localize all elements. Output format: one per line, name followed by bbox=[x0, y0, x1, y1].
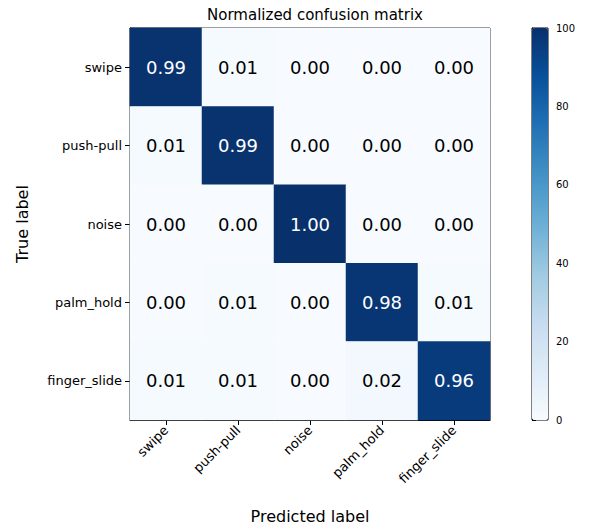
svg-text:noise: noise bbox=[87, 217, 122, 232]
svg-text:0.01: 0.01 bbox=[218, 57, 258, 78]
svg-text:palm_hold: palm_hold bbox=[329, 423, 387, 481]
svg-text:palm_hold: palm_hold bbox=[55, 295, 122, 310]
svg-text:swipe: swipe bbox=[134, 423, 171, 460]
svg-text:0.00: 0.00 bbox=[434, 135, 474, 156]
svg-text:finger_slide: finger_slide bbox=[47, 373, 122, 388]
svg-text:0.00: 0.00 bbox=[362, 214, 402, 235]
svg-text:40: 40 bbox=[556, 258, 569, 269]
svg-text:push-pull: push-pull bbox=[190, 423, 243, 476]
svg-text:0.00: 0.00 bbox=[362, 57, 402, 78]
svg-text:swipe: swipe bbox=[85, 60, 122, 75]
svg-text:Normalized confusion matrix: Normalized confusion matrix bbox=[207, 6, 423, 24]
svg-text:0.96: 0.96 bbox=[434, 370, 474, 391]
svg-text:True label: True label bbox=[13, 185, 32, 264]
svg-text:60: 60 bbox=[556, 179, 569, 190]
svg-text:0.00: 0.00 bbox=[290, 370, 330, 391]
svg-text:0.99: 0.99 bbox=[218, 135, 258, 156]
svg-text:0.02: 0.02 bbox=[362, 370, 402, 391]
svg-text:0.01: 0.01 bbox=[146, 135, 186, 156]
svg-text:0.00: 0.00 bbox=[146, 214, 186, 235]
svg-text:0.00: 0.00 bbox=[290, 292, 330, 313]
svg-text:80: 80 bbox=[556, 101, 569, 112]
svg-text:0.01: 0.01 bbox=[218, 292, 258, 313]
svg-text:20: 20 bbox=[556, 336, 569, 347]
svg-text:finger_slide: finger_slide bbox=[396, 423, 459, 486]
svg-text:0.00: 0.00 bbox=[146, 292, 186, 313]
svg-text:0.00: 0.00 bbox=[290, 135, 330, 156]
svg-text:0.00: 0.00 bbox=[434, 214, 474, 235]
svg-text:0.98: 0.98 bbox=[362, 292, 402, 313]
svg-text:0.01: 0.01 bbox=[146, 370, 186, 391]
svg-text:0: 0 bbox=[556, 415, 562, 426]
svg-text:0.00: 0.00 bbox=[434, 57, 474, 78]
svg-text:0.00: 0.00 bbox=[218, 214, 258, 235]
svg-text:0.00: 0.00 bbox=[290, 57, 330, 78]
svg-text:1.00: 1.00 bbox=[290, 214, 330, 235]
svg-text:push-pull: push-pull bbox=[62, 138, 122, 153]
svg-text:noise: noise bbox=[280, 423, 315, 458]
svg-text:0.00: 0.00 bbox=[362, 135, 402, 156]
svg-text:0.99: 0.99 bbox=[146, 57, 186, 78]
svg-text:0.01: 0.01 bbox=[434, 292, 474, 313]
svg-text:Predicted label: Predicted label bbox=[251, 507, 370, 526]
svg-text:100: 100 bbox=[556, 23, 575, 34]
svg-text:0.01: 0.01 bbox=[218, 370, 258, 391]
